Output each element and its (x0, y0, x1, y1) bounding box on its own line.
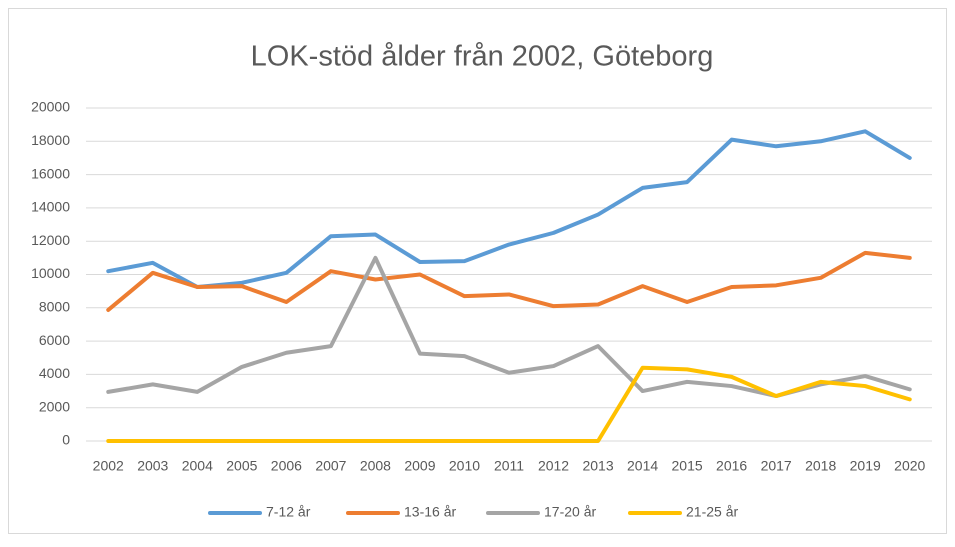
x-tick-label: 2002 (93, 458, 124, 474)
x-tick-label: 2007 (315, 458, 346, 474)
x-tick-label: 2015 (672, 458, 703, 474)
y-tick-label: 18000 (31, 132, 70, 148)
legend-label: 21-25 år (686, 504, 738, 520)
series-line (106, 250, 912, 312)
y-tick-label: 2000 (39, 398, 70, 414)
series-line (106, 365, 912, 443)
y-tick-label: 20000 (31, 99, 70, 115)
y-tick-label: 10000 (31, 265, 70, 281)
x-tick-label: 2012 (538, 458, 569, 474)
x-tick-label: 2008 (360, 458, 391, 474)
series-line (106, 129, 912, 289)
x-tick-label: 2004 (182, 458, 213, 474)
x-tick-label: 2013 (582, 458, 613, 474)
x-tick-label: 2010 (449, 458, 480, 474)
x-tick-label: 2014 (627, 458, 658, 474)
legend-label: 13-16 år (404, 504, 456, 520)
y-tick-label: 4000 (39, 365, 70, 381)
y-tick-label: 6000 (39, 332, 70, 348)
y-tick-label: 0 (62, 432, 70, 448)
legend-label: 7-12 år (266, 504, 311, 520)
x-tick-label: 2011 (494, 458, 524, 474)
x-tick-label: 2019 (850, 458, 881, 474)
x-tick-label: 2006 (271, 458, 302, 474)
x-tick-label: 2005 (226, 458, 257, 474)
x-tick-label: 2018 (805, 458, 836, 474)
y-tick-label: 12000 (31, 232, 70, 248)
x-tick-label: 2003 (137, 458, 168, 474)
x-tick-label: 2020 (894, 458, 925, 474)
chart-title: LOK-stöd ålder från 2002, Göteborg (251, 41, 714, 73)
y-tick-label: 16000 (31, 165, 70, 181)
legend-label: 17-20 år (544, 504, 596, 520)
x-tick-label: 2016 (716, 458, 747, 474)
y-tick-label: 8000 (39, 299, 70, 315)
y-tick-label: 14000 (31, 199, 70, 215)
chart-frame (8, 8, 947, 534)
x-tick-label: 2017 (761, 458, 792, 474)
x-tick-label: 2009 (404, 458, 435, 474)
